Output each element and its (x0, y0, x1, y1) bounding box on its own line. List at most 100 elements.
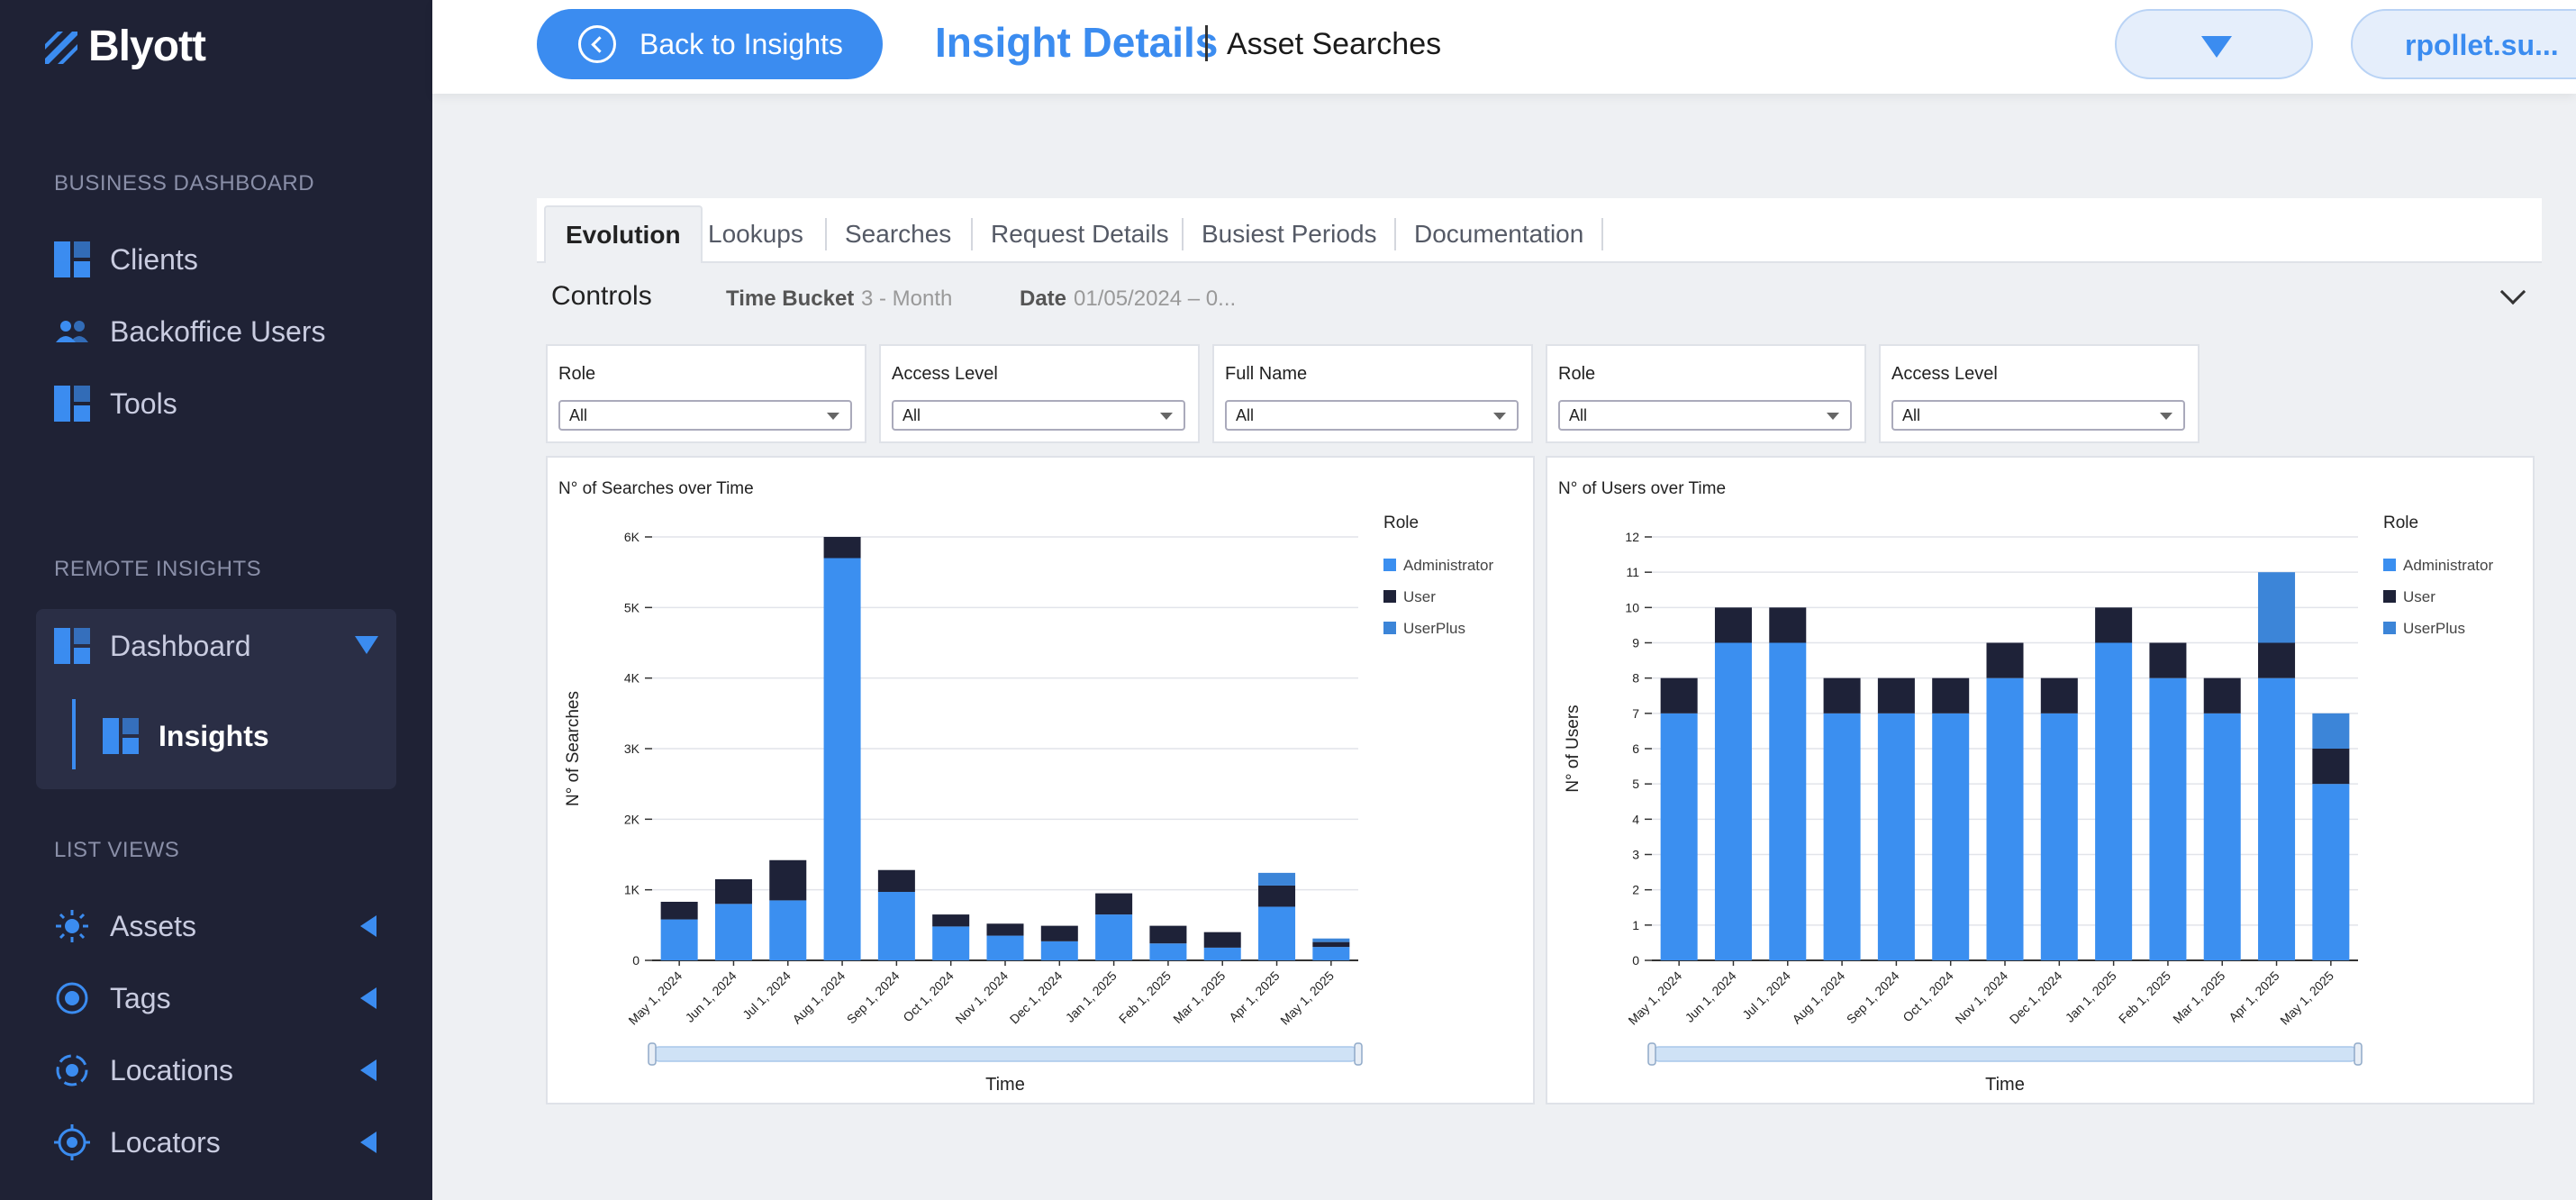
sidebar-item-insights[interactable]: Insights (103, 714, 269, 758)
expand-chevron-icon[interactable] (355, 636, 378, 654)
role-select-2[interactable]: All (1558, 400, 1852, 431)
y-tick-label: 0 (632, 953, 639, 968)
bar-segment-user (2312, 749, 2350, 785)
controls-title: Controls (551, 281, 652, 311)
bar-segment-user (823, 537, 861, 559)
collapse-arrow-icon[interactable] (360, 1132, 376, 1153)
bar-segment-administrator (1932, 713, 1970, 960)
legend-swatch (2383, 622, 2396, 634)
sidebar-item-backoffice-users[interactable]: Backoffice Users (54, 310, 326, 353)
back-to-insights-button[interactable]: Back to Insights (537, 9, 883, 79)
sidebar-item-assets[interactable]: Assets (54, 905, 196, 948)
y-tick-label: 5 (1632, 777, 1639, 791)
y-tick-label: 10 (1625, 600, 1639, 614)
sidebar-item-locations[interactable]: Locations (54, 1049, 233, 1092)
x-tick-label: Dec 1, 2024 (1007, 968, 1066, 1027)
tab-evolution[interactable]: Evolution (544, 205, 703, 263)
top-bar: Back to Insights Insight Details Asset S… (432, 0, 2576, 94)
user-menu-button[interactable]: rpollet.su... (2351, 9, 2576, 79)
sidebar-item-tools[interactable]: Tools (54, 382, 177, 425)
bar-segment-userplus (2312, 713, 2350, 749)
y-tick-label: 9 (1632, 636, 1639, 650)
role-select[interactable]: All (558, 400, 852, 431)
tag-icon (56, 982, 88, 1014)
tab-divider (1394, 218, 1396, 250)
bar-segment-user (660, 901, 698, 920)
tab-busiest-periods[interactable]: Busiest Periods (1202, 220, 1377, 248)
legend-label: Administrator (1403, 557, 1493, 574)
users-icon (56, 321, 88, 342)
chevron-down-icon[interactable] (2499, 278, 2526, 305)
back-arrow-icon (578, 25, 616, 63)
bar-segment-administrator (1769, 642, 1807, 960)
insights-icon (103, 718, 139, 754)
range-handle-end (1354, 1042, 1363, 1066)
x-tick-label: Apr 1, 2025 (1226, 968, 1283, 1025)
y-tick-label: 4K (624, 671, 640, 686)
searches-chart-card: N° of Searches over Time 0 1K 2K 3K 4K 5K 6K N° … (546, 456, 1535, 1105)
tab-documentation[interactable]: Documentation (1414, 220, 1584, 248)
legend-label: UserPlus (1403, 620, 1465, 637)
location-icon (56, 1054, 88, 1086)
x-tick-label: Nov 1, 2024 (1952, 968, 2010, 1027)
x-tick-label: Jun 1, 2024 (683, 968, 739, 1025)
active-indicator (72, 699, 76, 769)
collapse-arrow-icon[interactable] (360, 1059, 376, 1081)
collapse-arrow-icon[interactable] (360, 987, 376, 1009)
x-tick-label: Jul 1, 2024 (1739, 968, 1793, 1023)
app-logo[interactable]: Blyott (41, 22, 206, 71)
sidebar-item-clients[interactable]: Clients (54, 238, 198, 281)
bar-segment-administrator (1660, 713, 1698, 960)
bar-segment-administrator (1040, 941, 1078, 960)
bar-segment-user (2095, 607, 2133, 643)
chart-title: N° of Users over Time (1558, 479, 1726, 498)
tab-searches[interactable]: Searches (845, 220, 952, 248)
legend-title: Role (1383, 514, 1419, 532)
users-chart-card: N° of Users over Time 0 1 2 3 4 5 6 7 8 9 10 11 12 N° … (1546, 456, 2535, 1105)
collapse-arrow-icon[interactable] (360, 915, 376, 937)
sidebar-item-locators[interactable]: Locators (54, 1121, 221, 1164)
bar-segment-administrator (2095, 642, 2133, 960)
legend-swatch (2383, 590, 2396, 603)
filter-label: Full Name (1225, 364, 1308, 384)
legend-swatch (2383, 559, 2396, 571)
legend-swatch (1383, 559, 1396, 571)
y-tick-label: 3 (1632, 848, 1639, 862)
access-level-select[interactable]: All (892, 400, 1185, 431)
bar-segment-administrator (2149, 677, 2187, 960)
y-tick-label: 4 (1632, 812, 1639, 826)
filter-role: Role All (546, 344, 866, 443)
bar-segment-userplus (1312, 938, 1350, 942)
tab-lookups[interactable]: Lookups (708, 220, 803, 248)
bar-segment-administrator (1095, 914, 1133, 960)
chart-title: N° of Searches over Time (558, 479, 754, 498)
y-tick-label: 1K (624, 883, 640, 897)
sidebar-item-label: Locators (110, 1125, 221, 1159)
controls-bar[interactable]: Controls Time Bucket 3 - Month Date 01/0… (537, 267, 2542, 330)
y-tick-label: 2 (1632, 883, 1639, 897)
bar-segment-user (1877, 677, 1915, 714)
blyott-logo-icon (45, 31, 77, 64)
tab-request-details[interactable]: Request Details (991, 220, 1169, 248)
options-dropdown-button[interactable] (2115, 9, 2313, 79)
x-tick-label: Mar 1, 2025 (1170, 968, 1228, 1026)
access-level-select-2[interactable]: All (1891, 400, 2185, 431)
date-value: 01/05/2024 – 0... (1074, 286, 1237, 311)
y-tick-label: 2K (624, 812, 640, 826)
dashboard-icon (54, 241, 90, 277)
bar-segment-administrator (1714, 642, 1752, 960)
full-name-select[interactable]: All (1225, 400, 1519, 431)
bar-segment-administrator (769, 900, 807, 960)
sidebar-item-dashboard[interactable]: Dashboard (54, 624, 251, 668)
title-divider (1205, 25, 1208, 61)
bar-segment-user (1714, 607, 1752, 643)
time-bucket-value: 3 - Month (861, 286, 953, 311)
bar-segment-user (1258, 885, 1296, 907)
sidebar-item-tags[interactable]: Tags (54, 977, 171, 1020)
sidebar-item-label: Tools (110, 386, 177, 420)
bar-segment-administrator (2203, 713, 2241, 960)
range-slider (1651, 1046, 2359, 1062)
locator-icon (54, 1124, 90, 1160)
y-tick-label: 1 (1632, 918, 1639, 932)
bar-segment-user (932, 914, 970, 927)
